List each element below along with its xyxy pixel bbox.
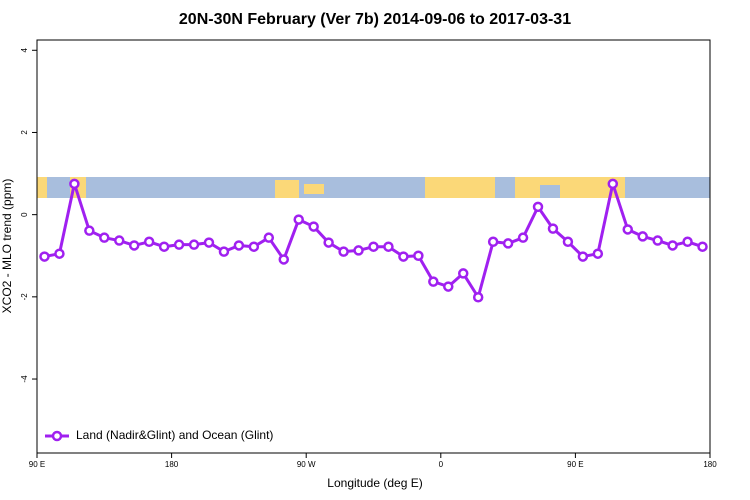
data-point (383, 241, 394, 252)
data-point (263, 232, 275, 243)
data-point (293, 214, 304, 225)
data-point (39, 251, 50, 262)
data-point (218, 246, 230, 257)
data-point (143, 236, 155, 248)
data-point (428, 276, 439, 287)
data-point (652, 235, 663, 246)
chart-title: 20N-30N February (Ver 7b) 2014-09-06 to … (179, 11, 571, 28)
data-point (338, 246, 349, 257)
data-point (472, 292, 484, 303)
y-tick-label: 2 (20, 130, 29, 135)
data-point (173, 239, 185, 250)
x-tick-label: 90 E (29, 460, 45, 469)
data-point (697, 241, 708, 252)
data-point (398, 251, 409, 262)
legend-label: Land (Nadir&Glint) and Ocean (Glint) (76, 428, 273, 442)
data-point (667, 240, 678, 251)
data-point (158, 241, 170, 252)
data-point (413, 250, 424, 261)
data-point (128, 240, 140, 251)
data-point (443, 281, 454, 292)
y-tick-label: -4 (20, 375, 29, 383)
legend-marker (51, 430, 63, 442)
y-tick-label: 0 (20, 212, 29, 217)
data-point (233, 240, 245, 251)
map-band (37, 177, 710, 198)
data-point (278, 254, 290, 265)
data-point (353, 245, 364, 256)
data-point (532, 201, 544, 213)
data-point (457, 268, 469, 279)
data-point (517, 232, 529, 243)
data-point (637, 231, 648, 242)
data-point (682, 236, 693, 248)
data-point (69, 178, 80, 190)
data-point (562, 236, 574, 248)
data-point (607, 178, 619, 190)
data-point (577, 251, 589, 262)
y-axis-label: XCO2 - MLO trend (ppm) (0, 179, 14, 314)
data-point (368, 241, 379, 252)
data-point (84, 225, 95, 236)
data-point (99, 232, 110, 243)
data-point (203, 237, 215, 248)
data-point (248, 241, 260, 252)
data-point (622, 224, 633, 235)
data-point (592, 248, 604, 259)
y-tick-label: -2 (20, 293, 29, 301)
data-point (323, 237, 334, 248)
x-axis-label: Longitude (deg E) (327, 476, 422, 490)
data-point (487, 236, 499, 248)
data-point (547, 223, 559, 234)
x-tick-label: 90 W (297, 460, 316, 469)
x-tick-label: 180 (165, 460, 179, 469)
data-point (114, 235, 125, 246)
series-line (44, 182, 703, 299)
x-tick-label: 90 E (567, 460, 583, 469)
x-tick-label: 0 (439, 460, 444, 469)
data-point (54, 248, 65, 259)
data-point (502, 238, 514, 249)
y-tick-label: 4 (20, 48, 29, 53)
data-point (188, 239, 200, 250)
plot-frame (36, 39, 711, 454)
data-point (308, 221, 319, 232)
x-tick-label: 180 (703, 460, 717, 469)
